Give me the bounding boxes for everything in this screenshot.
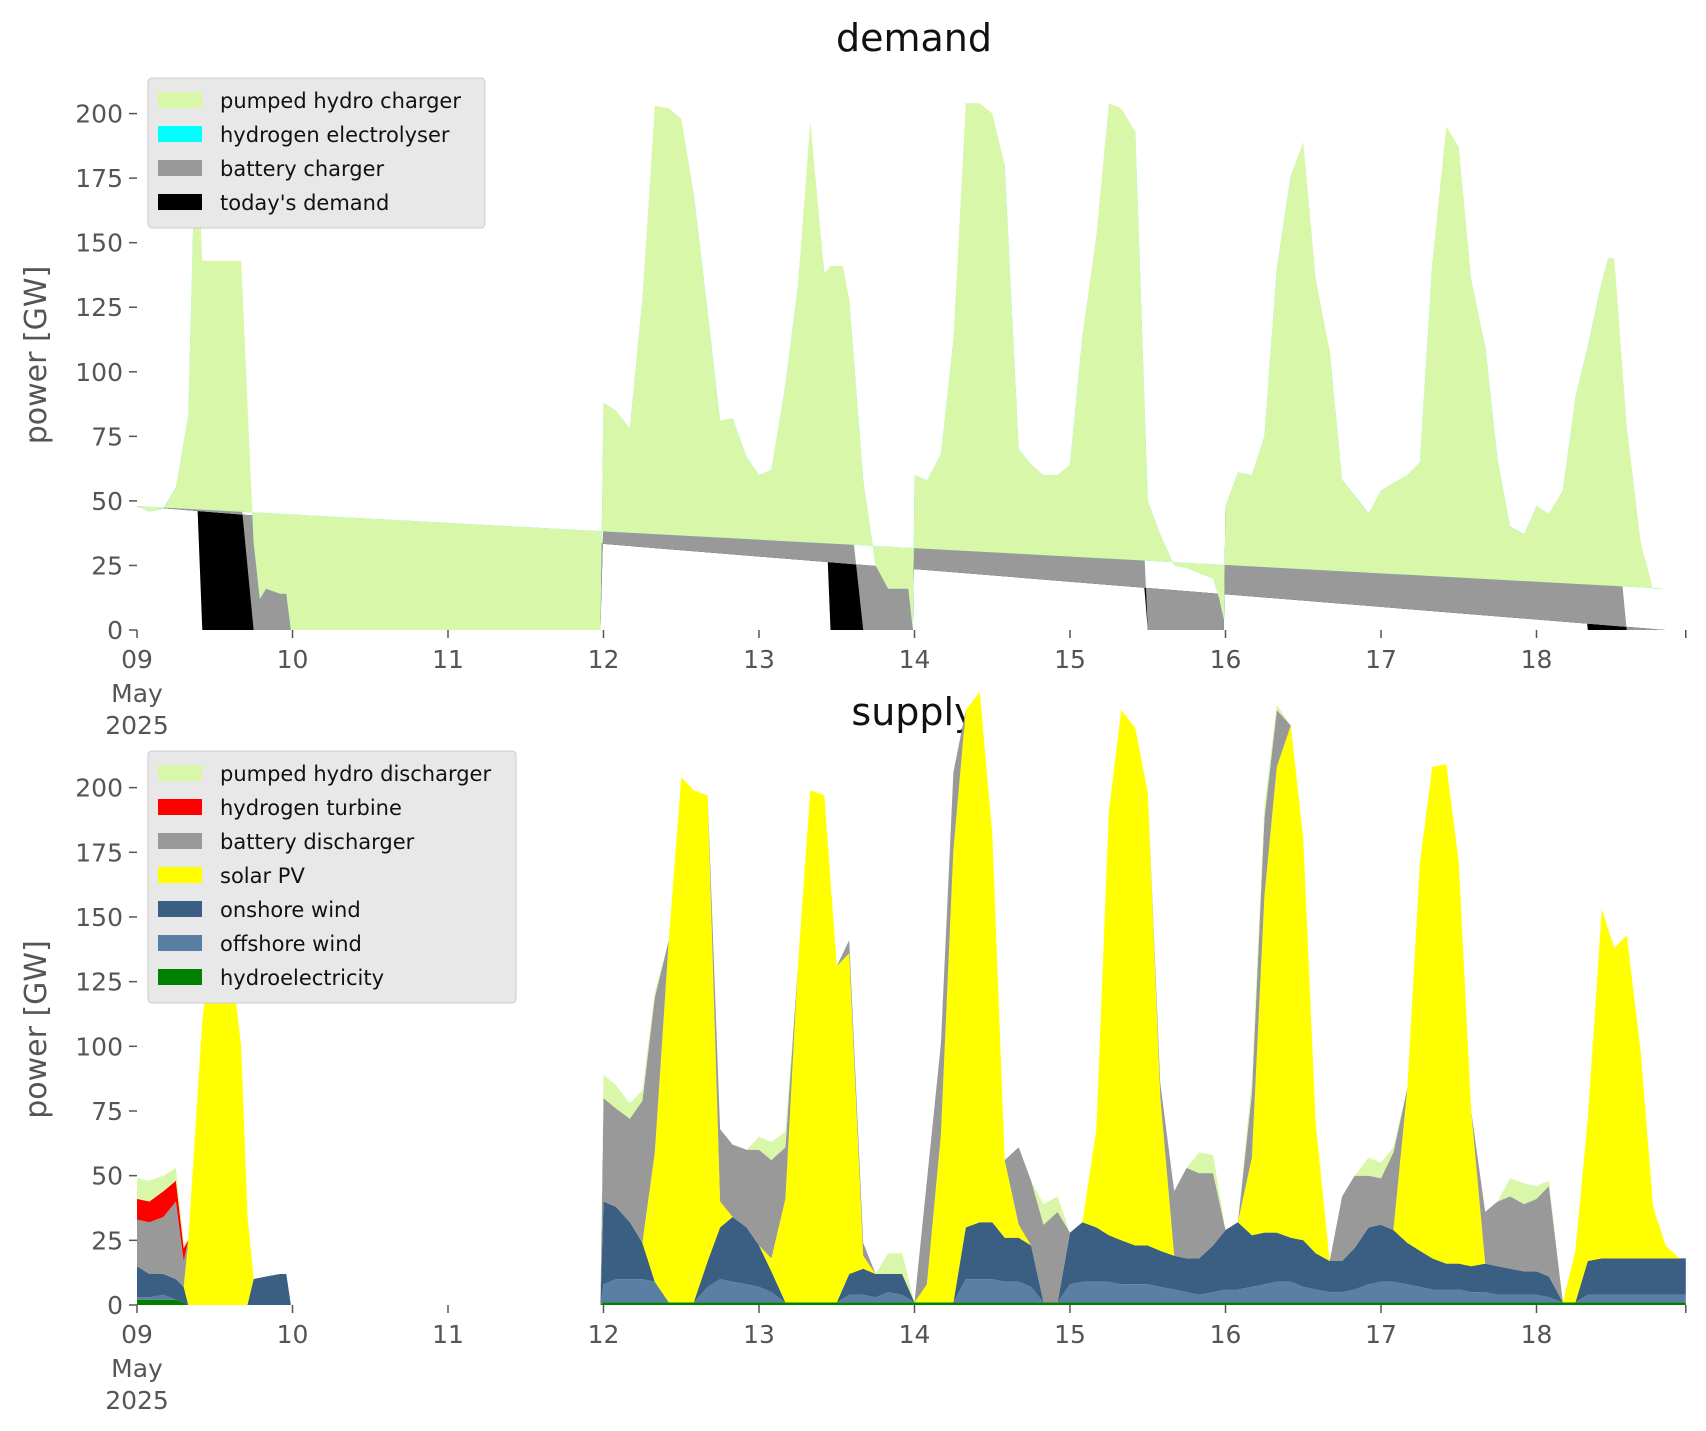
y-axis-label: power [GW] — [19, 940, 54, 1119]
y-tick-label: 150 — [75, 229, 123, 258]
y-tick-label: 175 — [75, 164, 123, 193]
legend-swatch-hydrogen-turbine — [158, 799, 202, 815]
legend-swatch-battery-charger — [158, 160, 202, 176]
y-tick-label: 125 — [75, 968, 123, 997]
legend-label: battery discharger — [220, 830, 415, 854]
legend-swatch-pumped-hydro-discharger — [158, 765, 202, 781]
legend-label: pumped hydro charger — [220, 89, 461, 113]
y-tick-label: 50 — [91, 1162, 123, 1191]
x-tick-label: 15 — [1054, 645, 1086, 674]
x-tick-label: 18 — [1521, 645, 1553, 674]
legend-label: onshore wind — [220, 898, 361, 922]
y-tick-label: 75 — [91, 1097, 123, 1126]
legend-swatch-pumped-hydro-charger — [158, 92, 202, 108]
chart-title: supply — [851, 690, 976, 734]
y-tick-label: 0 — [107, 1291, 123, 1320]
legend-label: battery charger — [220, 157, 385, 181]
x-sub-label: May — [111, 679, 163, 708]
legend-swatch-battery-discharger — [158, 833, 202, 849]
x-tick-label: 13 — [743, 1320, 775, 1349]
x-tick-label: 09 — [121, 645, 153, 674]
legend-label: pumped hydro discharger — [220, 762, 491, 786]
legend-swatch-hydrogen-electrolyser — [158, 126, 202, 142]
chart-title: demand — [836, 16, 992, 60]
series-area-offshore-wind — [137, 1279, 1686, 1305]
y-tick-label: 200 — [75, 100, 123, 129]
y-axis-label: power [GW] — [19, 266, 54, 445]
x-tick-label: 16 — [1210, 1320, 1242, 1349]
series-area-solar-pv — [137, 691, 1686, 1305]
x-tick-label: 10 — [277, 645, 309, 674]
y-tick-label: 125 — [75, 293, 123, 322]
y-tick-label: 200 — [75, 774, 123, 803]
legend-swatch-today-s-demand — [158, 194, 202, 210]
x-tick-label: 09 — [121, 1320, 153, 1349]
x-tick-label: 17 — [1365, 1320, 1397, 1349]
series-area-pumped-hydro-charger — [137, 103, 1666, 630]
y-tick-label: 100 — [75, 358, 123, 387]
y-tick-label: 150 — [75, 903, 123, 932]
legend-label: offshore wind — [220, 932, 362, 956]
legend-swatch-hydroelectricity — [158, 969, 202, 985]
y-tick-label: 0 — [107, 616, 123, 645]
legend-swatch-onshore-wind — [158, 901, 202, 917]
legend-label: hydrogen electrolyser — [220, 123, 450, 147]
chart-panel-demand: demand power [GW] 0 25 50 75 100 125 150 175 200 09… — [19, 16, 1687, 740]
x-tick-label: 10 — [277, 1320, 309, 1349]
x-tick-label: 14 — [899, 1320, 931, 1349]
x-tick-label: 15 — [1054, 1320, 1086, 1349]
chart-panel-supply: supply power [GW] 0 25 50 75 100 125 150 175 200 09… — [19, 690, 1687, 1415]
x-sub-label: May — [111, 1354, 163, 1383]
x-tick-label: 17 — [1365, 645, 1397, 674]
y-tick-label: 25 — [91, 1226, 123, 1255]
legend-swatch-offshore-wind — [158, 935, 202, 951]
y-tick-label: 100 — [75, 1032, 123, 1061]
legend-swatch-solar-pv — [158, 867, 202, 883]
legend-label: hydroelectricity — [220, 966, 384, 990]
x-tick-label: 11 — [432, 645, 464, 674]
legend-label: hydrogen turbine — [220, 796, 402, 820]
legend: pumped hydro discharger hydrogen turbine b… — [147, 750, 517, 1004]
legend-box — [147, 77, 486, 229]
legend-box — [147, 750, 517, 1004]
y-tick-label: 25 — [91, 551, 123, 580]
legend: pumped hydro charger hydrogen electrolyse… — [147, 77, 486, 229]
x-tick-label: 12 — [588, 645, 620, 674]
x-tick-label: 12 — [588, 1320, 620, 1349]
series-area-battery-discharger — [137, 691, 1686, 1305]
legend-label: solar PV — [220, 864, 305, 888]
series-area-onshore-wind — [137, 1201, 1686, 1305]
x-tick-label: 18 — [1521, 1320, 1553, 1349]
x-tick-label: 16 — [1210, 645, 1242, 674]
y-tick-label: 50 — [91, 487, 123, 516]
x-tick-label: 11 — [432, 1320, 464, 1349]
x-tick-label: 13 — [743, 645, 775, 674]
x-tick-label: 14 — [899, 645, 931, 674]
y-tick-label: 175 — [75, 838, 123, 867]
x-sub-label: 2025 — [105, 711, 169, 740]
legend-label: today's demand — [220, 191, 389, 215]
x-sub-label: 2025 — [105, 1386, 169, 1415]
y-tick-label: 75 — [91, 422, 123, 451]
